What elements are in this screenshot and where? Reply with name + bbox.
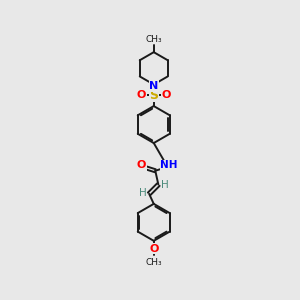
Text: N: N (149, 81, 158, 91)
Text: CH₃: CH₃ (146, 35, 162, 44)
Text: NH: NH (160, 160, 178, 170)
Text: H: H (161, 180, 168, 190)
Text: O: O (149, 244, 158, 254)
Text: O: O (137, 90, 146, 100)
Text: H: H (139, 188, 147, 198)
Text: CH₃: CH₃ (146, 258, 162, 267)
Text: O: O (137, 160, 146, 170)
Text: S: S (149, 89, 158, 102)
Text: O: O (161, 90, 171, 100)
